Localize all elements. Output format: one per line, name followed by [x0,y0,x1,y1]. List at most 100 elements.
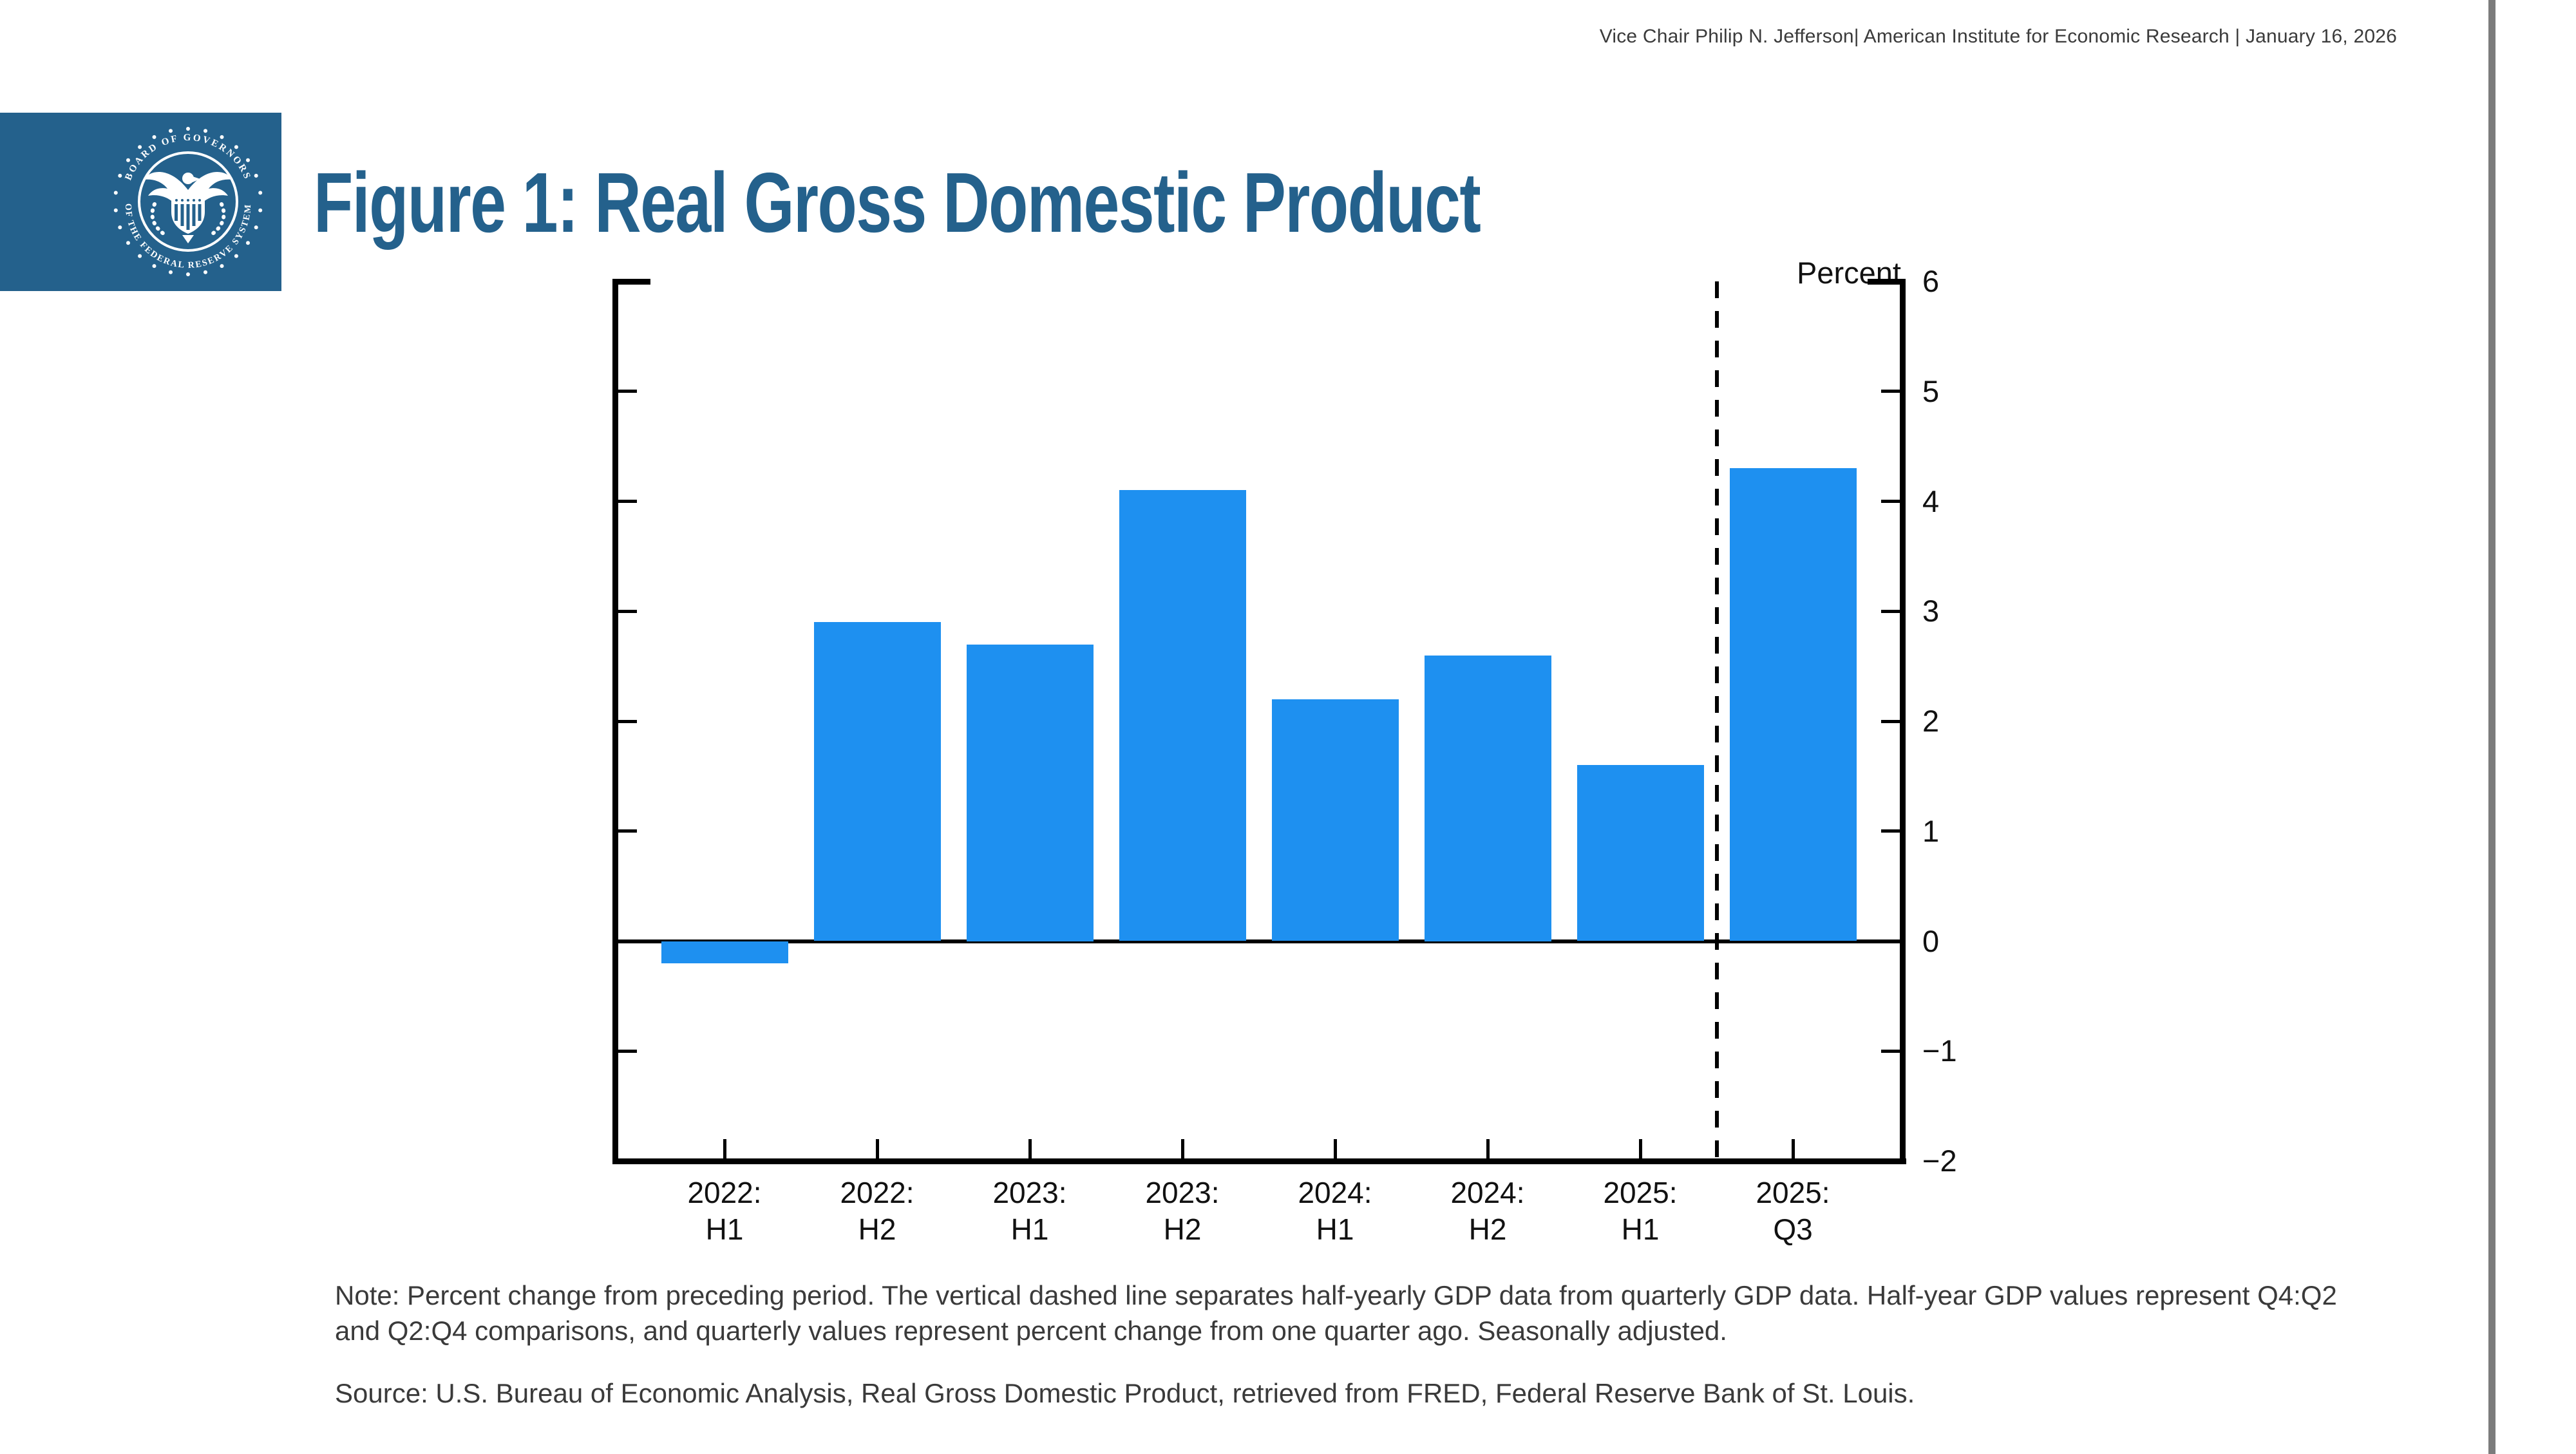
note-text: Note: Percent change from preceding peri… [335,1280,2337,1346]
x-label-line2: H1 [1010,1213,1049,1246]
y-tick-label: 5 [1922,373,1940,408]
gdp-bar [661,941,788,963]
y-axis-left-top-cap [615,279,650,285]
seal-star [118,225,122,230]
seal-star [254,173,258,178]
x-category-label: 2023: H2 [1106,1175,1259,1248]
seal-star [138,145,142,149]
seal-star [246,241,250,245]
zero-baseline [615,939,1903,943]
y-tick-left [615,1049,637,1053]
y-tick-right [1881,390,1903,393]
x-label-line1: 2025: [1756,1176,1830,1209]
x-label-line2: Q3 [1773,1213,1813,1246]
x-category-label: 2023: H1 [954,1175,1106,1248]
x-label-line1: 2023: [992,1176,1067,1209]
y-tick-label: 6 [1922,264,1940,298]
x-category-label: 2022: H1 [649,1175,801,1248]
y-tick-left [615,390,637,393]
shield-stripe [198,204,202,221]
half-year-quarter-separator [1714,281,1719,1161]
x-label-line1: 2024: [1298,1176,1372,1209]
y-tick-right [1881,719,1903,723]
seal-star [186,127,190,131]
seal-shield-stripes [175,199,202,230]
seal-star [234,254,238,258]
y-tick-left [615,500,637,503]
seal-star [254,225,258,230]
seal-star [220,135,224,139]
eagle-icon [143,172,233,243]
y-tick-label: 4 [1922,484,1940,518]
x-category-label: 2024: H2 [1412,1175,1564,1248]
y-tick-left [615,719,637,723]
y-tick-label: −1 [1922,1034,1957,1068]
x-tick [1791,1139,1795,1161]
shield-star-dot [187,199,189,202]
x-label-line2: H2 [1163,1213,1202,1246]
federal-reserve-seal-icon: BOARD OF GOVERNORS OF THE FEDERAL RESERV… [0,113,281,291]
seal-star [118,173,122,178]
y-axis-right-top-cap [1868,279,1903,285]
shield-star-dot [193,199,195,202]
seal-star [186,272,190,276]
seal-star [113,208,118,212]
shield-stripe [180,204,184,226]
x-category-label: 2024: H1 [1259,1175,1412,1248]
gdp-bar [813,622,941,941]
x-category-label: 2025: H1 [1564,1175,1717,1248]
figure-title: Figure 1: Real Gross Domestic Product [314,155,1481,250]
shield-stripe [192,204,196,226]
seal-star [169,129,173,133]
gdp-bar [1424,655,1551,941]
x-category-label: 2022: H2 [801,1175,954,1248]
x-label-line2: H1 [1316,1213,1354,1246]
seal-star [234,145,238,149]
seal-star [152,264,156,269]
y-axis-unit-label: Percent [1797,256,1901,290]
x-tick [1028,1139,1032,1161]
seal-star [138,254,142,258]
seal-star [169,270,173,274]
y-tick-label: −2 [1922,1144,1957,1178]
seal-star [152,135,156,139]
gdp-bar [1577,765,1704,941]
attribution-text: Vice Chair Philip N. Jefferson| American… [1599,26,2397,47]
x-label-line2: H1 [705,1213,744,1246]
x-label-line2: H2 [1468,1213,1507,1246]
y-tick-label: 0 [1922,923,1940,958]
seal-star [258,191,263,195]
seal-star [258,208,263,212]
shield-star-dot [181,199,184,202]
x-label-line1: 2022: [687,1176,762,1209]
seal-star [113,191,118,195]
gdp-bar [1729,468,1857,941]
logo-background [0,113,281,291]
y-tick-label: 2 [1922,704,1940,738]
seal-star [126,241,130,245]
x-tick [1180,1139,1184,1161]
x-category-label: 2025: Q3 [1717,1175,1870,1248]
x-tick [723,1139,726,1161]
seal-star [246,158,250,162]
y-tick-left [615,609,637,613]
seal-star-ring [113,127,263,276]
shield-stripe [175,204,178,221]
x-label-line1: 2025: [1603,1176,1678,1209]
gdp-bar [1119,490,1246,941]
x-label-line1: 2024: [1450,1176,1525,1209]
y-tick-right [1881,609,1903,613]
seal-star [220,264,224,269]
shield-star-dot [175,199,178,202]
seal-star [204,270,207,274]
shield-stripe [186,204,190,230]
x-label-line1: 2023: [1145,1176,1220,1209]
y-tick-left [615,829,637,833]
x-label-line2: H2 [858,1213,896,1246]
x-tick [875,1139,879,1161]
seal-star [126,158,130,162]
y-tick-right [1881,829,1903,833]
x-tick [1486,1139,1490,1161]
